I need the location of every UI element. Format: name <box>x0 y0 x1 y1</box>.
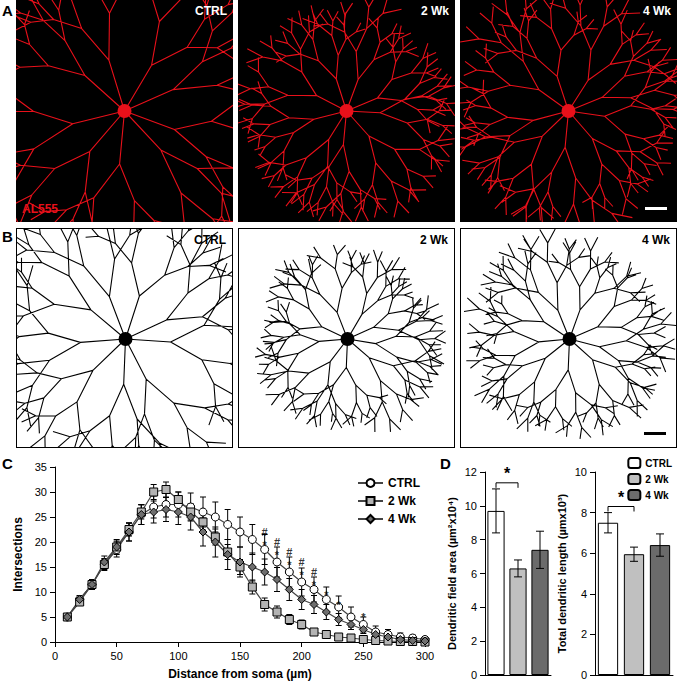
svg-text:Dendritic field area (µm²x10⁴): Dendritic field area (µm²x10⁴) <box>446 497 458 650</box>
svg-text:CTRL: CTRL <box>388 476 420 490</box>
svg-text:10: 10 <box>465 500 477 512</box>
html-text:2 Wk: 2 Wk <box>421 4 449 18</box>
svg-text:2: 2 <box>581 628 587 640</box>
svg-text:*: * <box>361 611 366 623</box>
svg-text:#: # <box>274 536 280 548</box>
html-text:4 Wk: 4 Wk <box>643 4 671 18</box>
html-text:CTRL: CTRL <box>195 4 227 18</box>
svg-text:0: 0 <box>41 636 47 648</box>
html-text:2 Wk: 2 Wk <box>420 233 448 247</box>
svg-text:*: * <box>337 599 342 611</box>
svg-text:0: 0 <box>471 669 477 681</box>
svg-text:30: 30 <box>35 486 47 498</box>
svg-text:*: * <box>275 549 280 561</box>
svg-text:*: * <box>263 539 268 551</box>
svg-text:2 Wk: 2 Wk <box>645 474 669 485</box>
svg-text:50: 50 <box>111 650 123 662</box>
svg-text:200: 200 <box>292 650 310 662</box>
svg-text:25: 25 <box>35 511 47 523</box>
html-text:CTRL: CTRL <box>194 233 226 247</box>
svg-text:35: 35 <box>35 461 47 473</box>
svg-text:10: 10 <box>575 466 587 478</box>
svg-text:6: 6 <box>581 547 587 559</box>
html-text:D: D <box>440 455 451 472</box>
svg-text:4: 4 <box>471 601 477 613</box>
svg-text:15: 15 <box>35 561 47 573</box>
svg-text:Intersections: Intersections <box>11 517 25 592</box>
svg-text:#: # <box>262 526 268 538</box>
svg-text:100: 100 <box>169 650 187 662</box>
svg-text:0: 0 <box>52 650 58 662</box>
svg-text:150: 150 <box>231 650 249 662</box>
html-text:C: C <box>2 455 13 472</box>
svg-text:Total dendritic length (µmx10³: Total dendritic length (µmx10³) <box>556 493 568 653</box>
svg-text:*: * <box>300 569 305 581</box>
svg-text:*: * <box>312 579 317 591</box>
html-text:B: B <box>2 228 13 245</box>
html-text:4 Wk: 4 Wk <box>642 233 670 247</box>
svg-text:#: # <box>311 566 317 578</box>
svg-text:4 Wk: 4 Wk <box>645 490 669 501</box>
svg-text:6: 6 <box>471 568 477 580</box>
svg-text:12: 12 <box>465 466 477 478</box>
svg-text:*: * <box>324 589 329 601</box>
html-text:AL555: AL555 <box>22 202 58 216</box>
svg-text:2 Wk: 2 Wk <box>388 494 416 508</box>
svg-text:20: 20 <box>35 536 47 548</box>
svg-text:*: * <box>287 559 292 571</box>
svg-text:Distance from soma (µm): Distance from soma (µm) <box>168 667 312 681</box>
svg-text:10: 10 <box>35 586 47 598</box>
svg-text:5: 5 <box>41 611 47 623</box>
svg-text:CTRL: CTRL <box>645 458 672 469</box>
svg-text:250: 250 <box>354 650 372 662</box>
svg-text:#: # <box>286 546 292 558</box>
svg-text:4: 4 <box>581 588 587 600</box>
svg-text:2: 2 <box>471 635 477 647</box>
svg-text:8: 8 <box>581 507 587 519</box>
svg-text:0: 0 <box>581 669 587 681</box>
svg-text:8: 8 <box>471 534 477 546</box>
svg-text:*: * <box>618 489 625 506</box>
html-text:A: A <box>2 2 13 19</box>
svg-text:#: # <box>299 556 305 568</box>
svg-text:300: 300 <box>416 650 434 662</box>
svg-text:4 Wk: 4 Wk <box>388 512 416 526</box>
svg-text:*: * <box>504 465 511 482</box>
